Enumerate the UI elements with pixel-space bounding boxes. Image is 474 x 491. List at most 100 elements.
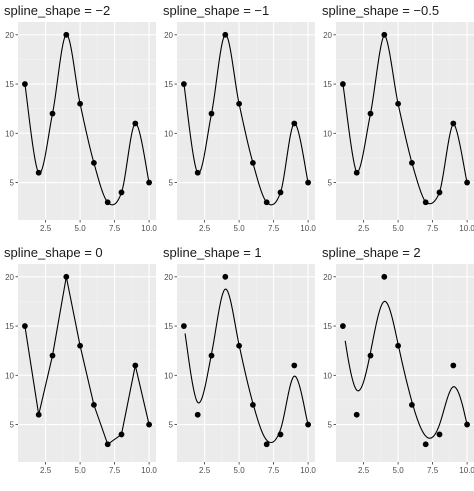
data-point bbox=[35, 411, 42, 418]
strip-title: spline_shape = −0.5 bbox=[322, 3, 439, 18]
series-line bbox=[184, 288, 309, 444]
y-tick-label: 20 bbox=[323, 273, 332, 282]
panel-background bbox=[177, 22, 315, 220]
data-point bbox=[305, 179, 311, 186]
data-point bbox=[77, 342, 83, 349]
data-point bbox=[422, 199, 429, 206]
y-tick-label: 15 bbox=[323, 80, 332, 89]
x-tick-label: 5.0 bbox=[75, 224, 87, 233]
series-line bbox=[342, 33, 468, 205]
x-tick-label: 10.0 bbox=[300, 466, 316, 475]
y-tick-label: 5 bbox=[10, 179, 15, 188]
data-point bbox=[146, 179, 153, 186]
y-tick-label: 20 bbox=[164, 273, 173, 282]
data-point bbox=[436, 431, 443, 438]
x-tick-label: 7.5 bbox=[427, 224, 439, 233]
data-point bbox=[181, 323, 187, 329]
y-tick-label: 5 bbox=[169, 179, 174, 188]
data-point bbox=[194, 411, 201, 418]
data-point bbox=[409, 159, 415, 166]
data-point bbox=[367, 352, 374, 359]
data-point bbox=[291, 362, 298, 369]
strip-title: spline_shape = 1 bbox=[163, 245, 262, 260]
data-point bbox=[132, 120, 139, 127]
series-line bbox=[344, 300, 468, 439]
y-tick-label: 20 bbox=[5, 31, 14, 40]
data-point bbox=[305, 421, 311, 428]
strip-title: spline_shape = 2 bbox=[322, 245, 421, 260]
x-tick-label: 7.5 bbox=[427, 466, 439, 475]
data-point bbox=[49, 110, 56, 117]
y-tick-label: 20 bbox=[323, 31, 332, 40]
x-tick-label: 2.5 bbox=[358, 224, 370, 233]
data-point bbox=[22, 81, 28, 87]
data-point bbox=[395, 100, 401, 107]
data-point bbox=[118, 189, 125, 196]
x-tick-label: 7.5 bbox=[109, 466, 121, 475]
y-tick-label: 10 bbox=[5, 371, 14, 380]
data-point bbox=[77, 100, 83, 107]
facet-panel-1: spline_shape = −2 2.5 5.0 7.5 10.0 5 10 15 20 bbox=[4, 3, 157, 233]
x-tick-label: 10.0 bbox=[459, 466, 474, 475]
data-point bbox=[381, 273, 388, 280]
facet-panel-6: spline_shape = 2 2.5 5.0 7.5 10.0 5 10 15 20 bbox=[322, 245, 474, 475]
data-point bbox=[422, 441, 429, 448]
y-tick-label: 5 bbox=[10, 421, 15, 430]
data-point bbox=[236, 100, 243, 107]
data-point bbox=[263, 199, 270, 206]
panel-background bbox=[18, 264, 156, 462]
x-tick-label: 7.5 bbox=[268, 466, 280, 475]
y-tick-label: 10 bbox=[164, 129, 173, 138]
data-point bbox=[118, 431, 125, 438]
x-tick-label: 2.5 bbox=[199, 466, 211, 475]
series-line bbox=[183, 34, 309, 206]
x-tick-label: 2.5 bbox=[199, 224, 211, 233]
data-point bbox=[450, 362, 457, 369]
x-tick-label: 10.0 bbox=[141, 466, 157, 475]
data-point bbox=[222, 31, 229, 38]
facet-panel-2: spline_shape = −1 2.5 5.0 7.5 10.0 5 10 15 20 bbox=[163, 3, 316, 233]
data-point bbox=[91, 159, 97, 166]
data-point bbox=[63, 31, 70, 38]
data-point bbox=[464, 421, 470, 428]
y-tick-label: 20 bbox=[5, 273, 14, 282]
y-tick-label: 15 bbox=[164, 80, 173, 89]
data-point bbox=[222, 273, 229, 280]
strip-title: spline_shape = −1 bbox=[163, 3, 269, 18]
data-point bbox=[250, 401, 256, 408]
strip-title: spline_shape = 0 bbox=[4, 245, 103, 260]
data-point bbox=[236, 342, 243, 349]
x-tick-label: 5.0 bbox=[75, 466, 87, 475]
data-point bbox=[277, 431, 284, 438]
y-tick-label: 10 bbox=[164, 371, 173, 380]
y-tick-label: 15 bbox=[164, 322, 173, 331]
y-tick-label: 10 bbox=[5, 129, 14, 138]
facet-panel-3: spline_shape = −0.5 2.5 5.0 7.5 10.0 5 10 15 20 bbox=[322, 3, 474, 233]
facet-panel-4: spline_shape = 0 2.5 5.0 7.5 10.0 5 10 15 20 bbox=[4, 245, 157, 475]
data-point bbox=[250, 159, 256, 166]
data-point bbox=[35, 169, 42, 176]
x-tick-label: 5.0 bbox=[393, 224, 405, 233]
y-tick-label: 5 bbox=[328, 421, 333, 430]
y-tick-label: 10 bbox=[323, 129, 332, 138]
data-point bbox=[464, 179, 470, 186]
data-point bbox=[146, 421, 153, 428]
data-point bbox=[409, 401, 415, 408]
x-tick-label: 5.0 bbox=[234, 466, 246, 475]
data-point bbox=[132, 362, 139, 369]
y-tick-label: 10 bbox=[323, 371, 332, 380]
panel-background bbox=[177, 264, 315, 462]
data-point bbox=[181, 81, 187, 87]
x-tick-label: 10.0 bbox=[459, 224, 474, 233]
data-point bbox=[63, 273, 70, 280]
x-tick-label: 5.0 bbox=[234, 224, 246, 233]
y-tick-label: 15 bbox=[323, 322, 332, 331]
x-tick-label: 7.5 bbox=[109, 224, 121, 233]
data-point bbox=[91, 401, 97, 408]
panel-background bbox=[336, 264, 474, 462]
data-point bbox=[208, 352, 215, 359]
x-tick-label: 2.5 bbox=[40, 224, 52, 233]
y-tick-label: 15 bbox=[5, 322, 14, 331]
data-point bbox=[22, 323, 28, 329]
